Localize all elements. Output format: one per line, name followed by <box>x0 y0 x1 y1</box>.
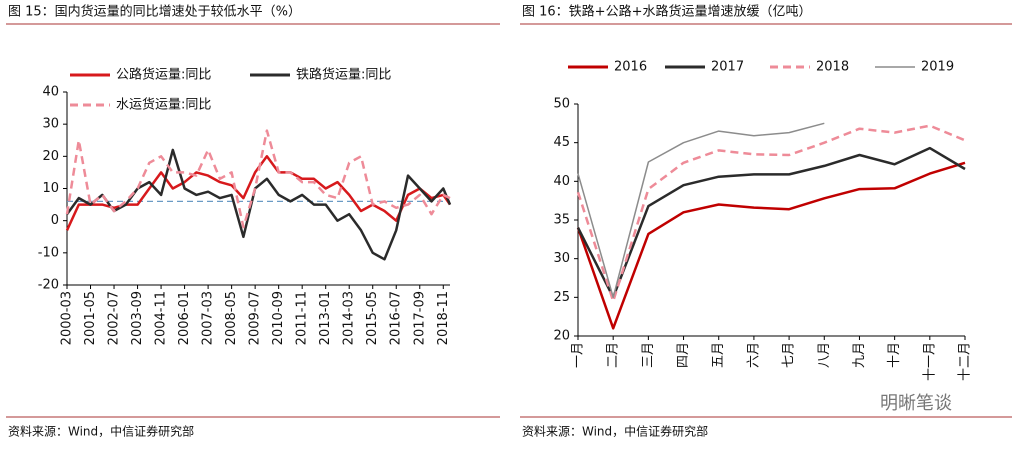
x-tick-label: 2009-07 <box>248 291 263 345</box>
x-tick-label: 2016-07 <box>389 291 404 345</box>
line-series <box>65 129 451 229</box>
x-tick-label: 2003-09 <box>130 291 145 345</box>
x-tick-label: 2017-09 <box>412 291 427 345</box>
x-tick-label: 2011-11 <box>295 291 310 345</box>
x-tick-label: 四月 <box>676 342 691 368</box>
x-tick-label: 2014-03 <box>342 291 357 345</box>
x-tick-label: 2008-05 <box>224 291 239 345</box>
legend-label: 2018 <box>816 60 849 75</box>
x-tick-label: 2002-07 <box>107 291 122 345</box>
x-tick-label: 十一月 <box>922 342 937 381</box>
source: 资料来源：Wind，中信证券研究部 <box>8 424 194 439</box>
x-tick-label: 九月 <box>852 342 867 368</box>
x-tick-label: 2013-01 <box>318 291 333 345</box>
x-tick-label: 十二月 <box>958 342 973 381</box>
y-tick-label: 45 <box>553 135 570 150</box>
watermark: 明晰笔谈 <box>880 393 952 414</box>
chart-title: 图 15：国内货运量的同比增速处于较低水平（%） <box>8 4 301 20</box>
y-tick-label: 0 <box>51 213 59 228</box>
x-tick-label: 三月 <box>641 342 656 368</box>
y-tick-label: -10 <box>38 245 59 260</box>
line-series <box>576 146 966 299</box>
source: 资料来源：Wind，中信证券研究部 <box>522 424 708 439</box>
x-tick-label: 2004-11 <box>154 291 169 345</box>
x-tick-label: 六月 <box>746 342 761 368</box>
y-tick-label: 10 <box>42 181 59 196</box>
y-tick-label: 20 <box>553 329 570 344</box>
y-tick-label: 20 <box>42 149 59 164</box>
legend-label: 2017 <box>711 60 744 75</box>
legend-label: 铁路货运量:同比 <box>296 67 391 83</box>
x-tick-label: 五月 <box>711 342 726 368</box>
y-tick-label: 30 <box>42 117 59 132</box>
x-tick-label: 八月 <box>817 342 832 368</box>
x-tick-label: 2015-05 <box>365 291 380 345</box>
x-tick-label: 2018-11 <box>436 291 451 345</box>
y-tick-label: 35 <box>553 213 570 228</box>
y-tick-label: 25 <box>553 290 570 305</box>
x-tick-label: 2000-03 <box>60 291 75 345</box>
x-tick-label: 十月 <box>887 342 902 368</box>
y-tick-label: 50 <box>553 97 570 112</box>
legend-label: 公路货运量:同比 <box>116 67 211 83</box>
x-tick-label: 2001-05 <box>83 291 98 345</box>
x-tick-label: 2010-09 <box>271 291 286 345</box>
x-tick-label: 一月 <box>571 342 586 368</box>
line-series <box>576 124 966 303</box>
chart-title: 图 16：铁路+公路+水路货运量增速放缓（亿吨） <box>522 4 811 20</box>
y-tick-label: 40 <box>42 85 59 100</box>
x-tick-label: 二月 <box>606 342 621 368</box>
x-tick-label: 2007-03 <box>201 291 216 345</box>
y-tick-label: 40 <box>553 174 570 189</box>
legend-label: 2016 <box>614 60 647 75</box>
line-series <box>576 161 966 330</box>
line-series <box>577 122 825 299</box>
x-tick-label: 2006-01 <box>177 291 192 345</box>
legend-label: 2019 <box>921 60 954 75</box>
legend-label: 水运货运量:同比 <box>116 97 211 113</box>
x-tick-label: 七月 <box>782 342 797 368</box>
y-tick-label: 30 <box>553 251 570 266</box>
y-tick-label: -20 <box>38 278 59 293</box>
